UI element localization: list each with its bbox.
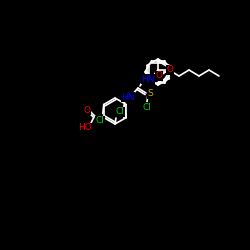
Text: Cl: Cl (142, 102, 152, 112)
Text: HN: HN (121, 92, 135, 102)
Text: Cl: Cl (116, 108, 124, 116)
Text: HO: HO (78, 123, 92, 132)
Text: S: S (147, 90, 153, 98)
Text: HN: HN (141, 74, 155, 84)
Text: Cl: Cl (95, 116, 104, 125)
Text: O: O (83, 106, 90, 115)
Text: O: O (166, 66, 173, 74)
Text: O: O (156, 72, 162, 80)
